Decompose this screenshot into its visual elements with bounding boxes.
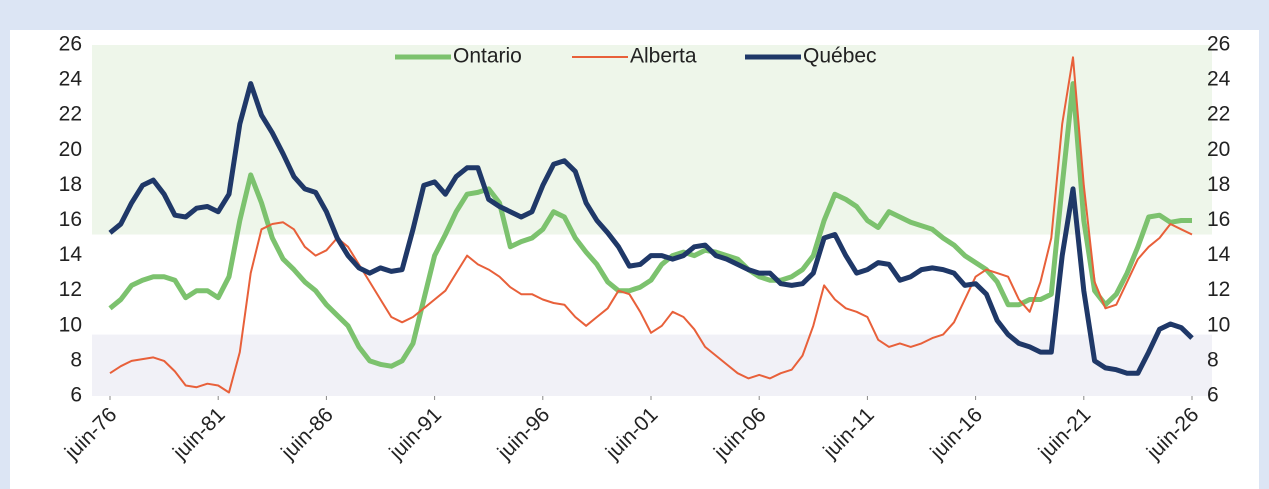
y2-tick-label: 6 (1207, 384, 1219, 407)
legend-label: Québec (803, 45, 877, 68)
y2-tick-label: 12 (1207, 278, 1230, 301)
y2-tick-label: 8 (1207, 348, 1219, 371)
y-tick-label: 16 (59, 208, 82, 231)
legend-label: Ontario (453, 45, 522, 68)
y-tick-label: 8 (70, 348, 82, 371)
y2-tick-label: 14 (1207, 243, 1231, 266)
y-tick-label: 22 (59, 103, 82, 126)
y-tick-label: 12 (59, 278, 82, 301)
y-tick-label: 14 (59, 243, 83, 266)
y-tick-label: 6 (70, 384, 82, 407)
line-2 (108, 81, 1194, 376)
y-tick-label: 10 (59, 313, 82, 336)
band (92, 334, 1212, 396)
header-strip (0, 0, 1269, 30)
line-1 (109, 56, 1193, 394)
line-0 (108, 81, 1192, 369)
y2-tick-label: 20 (1207, 138, 1230, 161)
y-tick-label: 24 (59, 68, 83, 91)
y2-tick-label: 22 (1207, 103, 1230, 126)
y2-tick-label: 16 (1207, 208, 1230, 231)
y2-tick-label: 24 (1207, 68, 1231, 91)
y2-tick-label: 10 (1207, 313, 1230, 336)
y2-tick-label: 18 (1207, 173, 1230, 196)
y-tick-label: 20 (59, 138, 82, 161)
y-tick-label: 26 (59, 33, 82, 56)
legend-label: Alberta (630, 45, 697, 68)
y2-tick-label: 26 (1207, 33, 1230, 56)
y-tick-label: 18 (59, 173, 82, 196)
